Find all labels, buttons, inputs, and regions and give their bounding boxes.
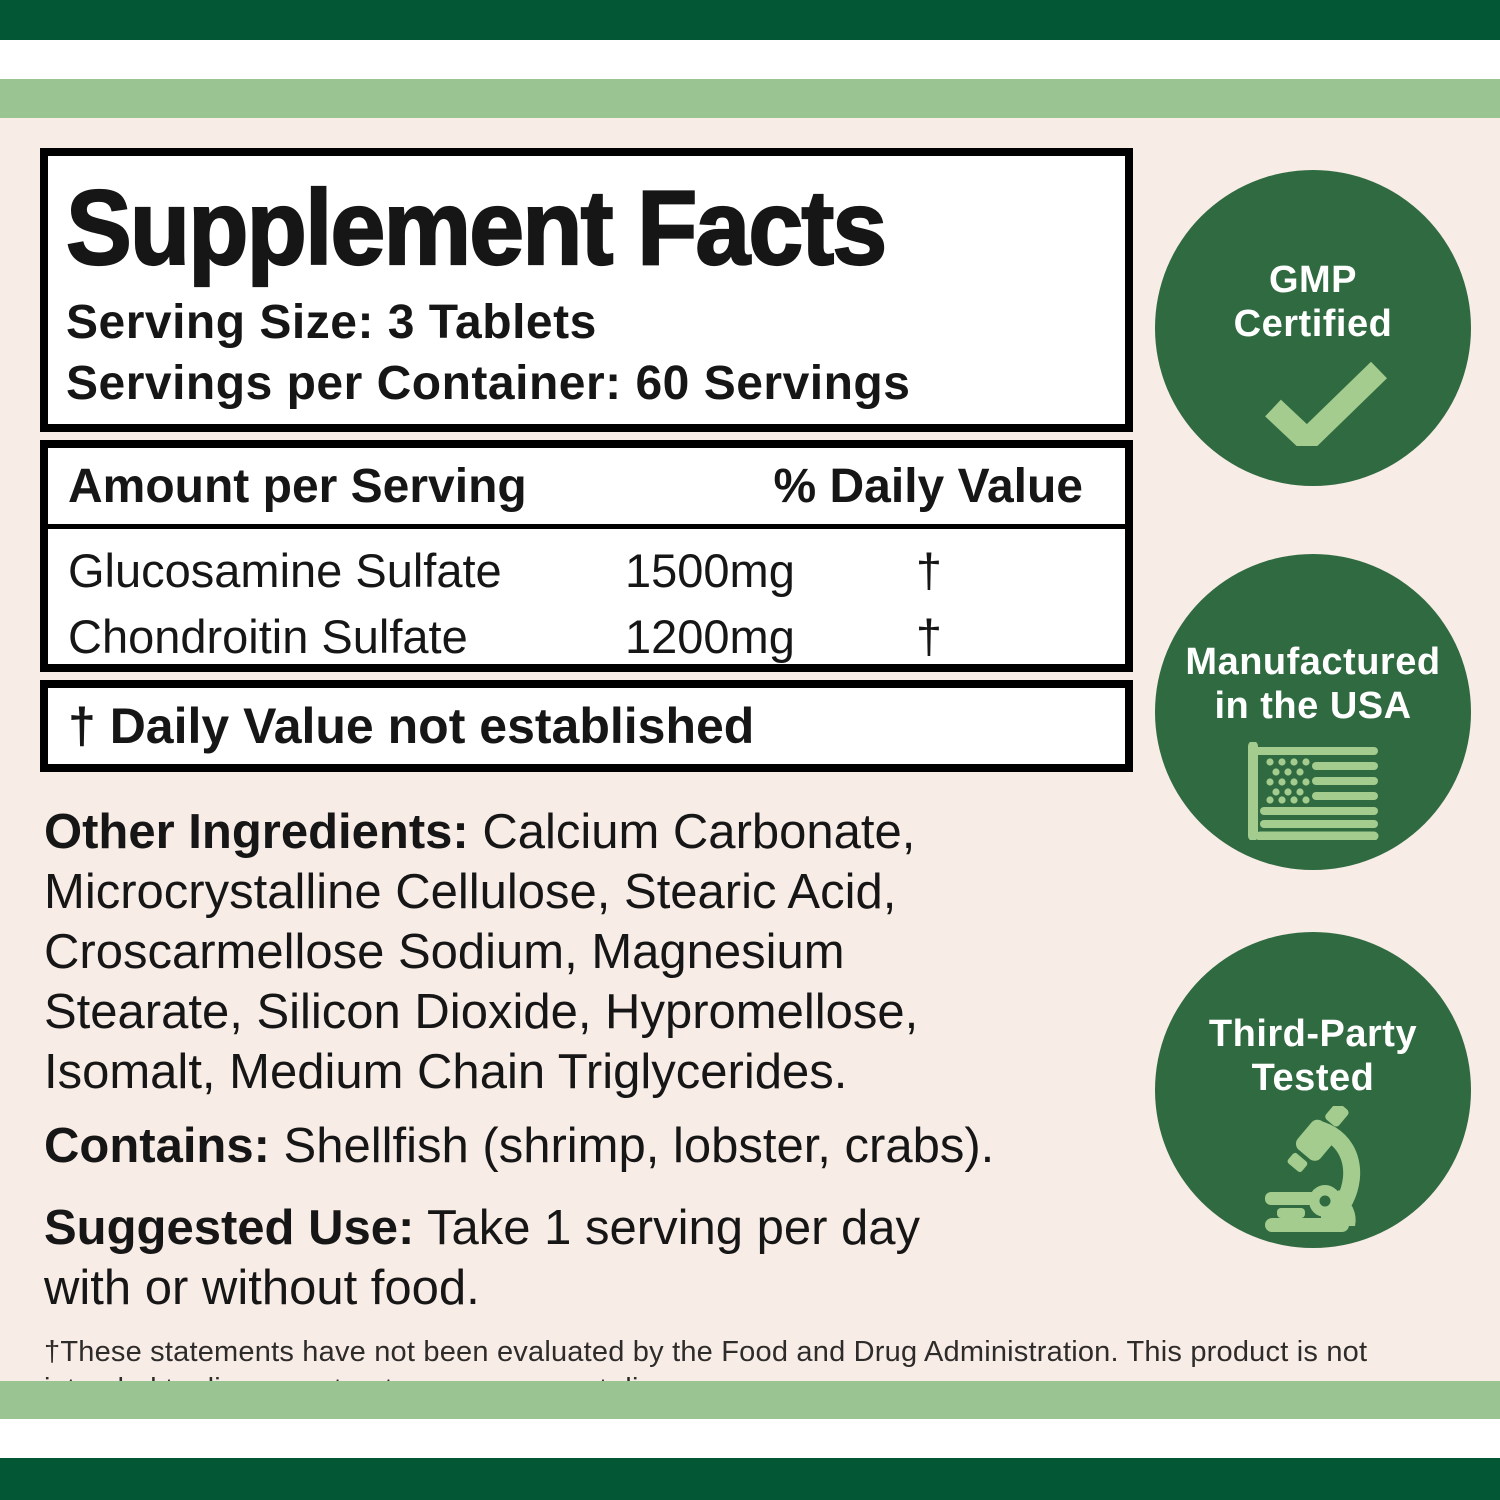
top-white-band [0,40,1500,79]
bottom-white-band [0,1419,1500,1458]
badge-gmp-certified: GMP Certified [1155,170,1471,486]
bottom-dark-band [0,1458,1500,1500]
checkmark-icon [1265,362,1387,446]
ingredient-name: Chondroitin Sulfate [68,610,468,663]
ingredient-daily-value: † [915,544,943,597]
other-ingredients-text: Croscarmellose Sodium, Magnesium [44,925,845,979]
supplement-facts-header-box: Supplement Facts Serving Size: 3 Tablets… [40,148,1133,432]
daily-value-header: % Daily Value [773,460,1084,513]
bottom-light-band [0,1381,1500,1419]
serving-size-line: Serving Size: 3 Tablets [66,296,597,349]
supplement-facts-panel: Supplement Facts Serving Size: 3 Tablets… [40,148,1367,1408]
other-ingredients-text: Isomalt, Medium Chain Triglycerides. [44,1045,848,1099]
ingredient-amount: 1500mg [625,544,795,597]
other-ingredients-paragraph: Other Ingredients: Calcium Carbonate, Mi… [44,802,1133,1102]
usa-flag-icon [1248,742,1379,840]
suggested-use-text: Take 1 serving per day [414,1201,921,1255]
suggested-use-paragraph: Suggested Use: Take 1 serving per day wi… [44,1198,1133,1318]
contains-text: Shellfish (shrimp, lobster, crabs). [269,1119,995,1173]
other-ingredients-text: Microcrystalline Cellulose, Stearic Acid… [44,865,897,919]
other-ingredients-label: Other Ingredients: [44,805,469,859]
microscope-icon [1265,1106,1361,1232]
ingredient-daily-value: † [915,610,943,663]
contains-label: Contains: [44,1119,270,1173]
ingredient-name: Glucosamine Sulfate [68,544,502,597]
amounts-table-box: Amount per Serving % Daily Value Glucosa… [40,440,1133,672]
badge-manufactured-usa: Manufactured in the USA [1155,554,1471,870]
servings-per-container-line: Servings per Container: 60 Servings [66,357,911,410]
table-header-row: Amount per Serving % Daily Value [48,448,1125,529]
suggested-use-label: Suggested Use: [44,1201,415,1255]
top-dark-band [0,0,1500,40]
contains-paragraph: Contains: Shellfish (shrimp, lobster, cr… [44,1116,1133,1176]
table-row: Chondroitin Sulfate 1200mg † [68,609,1125,664]
suggested-use-text: with or without food. [44,1261,480,1315]
table-rows: Glucosamine Sulfate 1500mg † Chondroitin… [48,543,1125,664]
top-light-band [0,79,1500,118]
amount-per-serving-header: Amount per Serving [68,460,527,513]
daily-value-footnote: † Daily Value not established [68,698,755,754]
supplement-facts-title: Supplement Facts [65,168,888,288]
other-ingredients-text: Stearate, Silicon Dioxide, Hypromellose, [44,985,919,1039]
ingredient-amount: 1200mg [625,610,795,663]
other-ingredients-text: Calcium Carbonate, [468,805,916,859]
daily-value-footnote-box: † Daily Value not established [40,680,1133,772]
table-row: Glucosamine Sulfate 1500mg † [68,543,1125,599]
badge-third-party-tested: Third-Party Tested [1155,932,1471,1248]
